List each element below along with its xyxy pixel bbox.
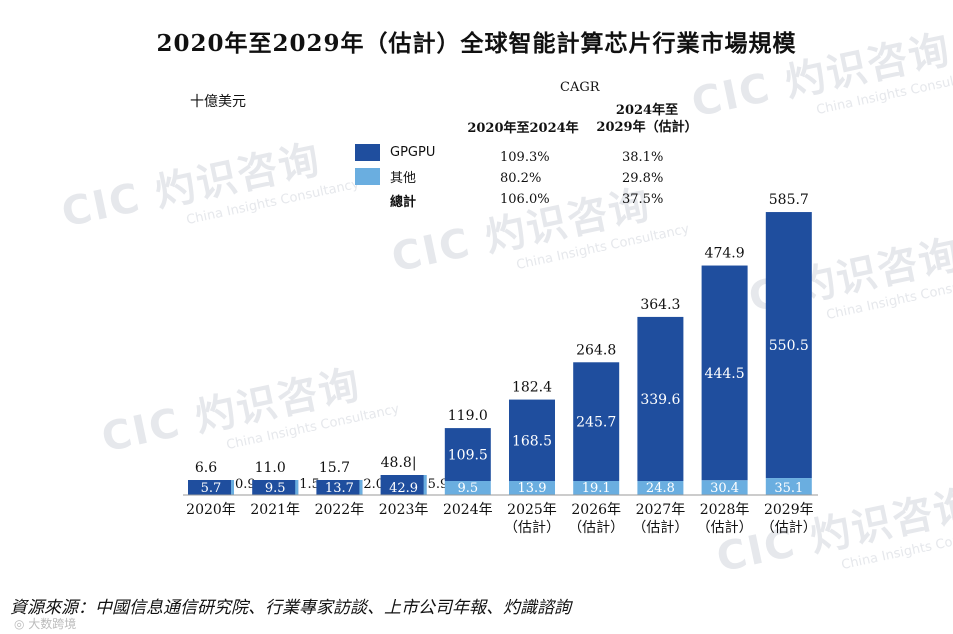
cagr-header-2024-2029: 2024年至 2029年（估計） xyxy=(596,103,698,135)
x-tick-label: 2024年 xyxy=(443,502,493,518)
bar-gpgpu xyxy=(188,480,234,495)
legend-label-total: 總計 xyxy=(390,194,417,210)
x-tick-label: （估計） xyxy=(761,520,817,536)
chart-title: 2020年至2029年（估計）全球智能計算芯片行業市場規模 xyxy=(156,30,797,57)
bar-gpgpu xyxy=(701,265,748,481)
x-tick-label: 2022年 xyxy=(315,502,365,518)
legend-item-other: 其他 xyxy=(355,164,435,188)
x-tick-label: 2021年 xyxy=(250,502,300,518)
data-label-total: 264.8 xyxy=(576,342,616,358)
cagr-header-2020-2024: 2020年至2024年 xyxy=(467,121,579,136)
legend-swatch-gpgpu xyxy=(355,143,380,161)
data-label-gpgpu: 42.9 xyxy=(389,481,418,496)
data-label-gpgpu: 168.5 xyxy=(512,433,552,449)
data-label-gpgpu: 339.6 xyxy=(640,392,680,408)
cagr-title: CAGR xyxy=(560,80,600,95)
x-tick-label: 2028年 xyxy=(700,502,750,518)
x-tick-label: （估計） xyxy=(632,520,688,536)
cagr-value: 29.8% xyxy=(622,171,664,186)
legend-label-gpgpu: GPGPU xyxy=(390,144,436,160)
x-tick-label: 2029年 xyxy=(764,502,814,518)
bar-other xyxy=(444,481,491,495)
bar-other xyxy=(637,481,684,495)
bar-gpgpu xyxy=(316,480,363,495)
legend-item-gpgpu: GPGPU xyxy=(355,140,435,164)
bar-gpgpu xyxy=(765,212,812,479)
x-tick-label: 2023年 xyxy=(379,502,429,518)
data-label-total: 364.3 xyxy=(640,297,680,313)
data-label-total: 6.6 xyxy=(195,460,217,476)
bar-other xyxy=(701,480,748,495)
x-tick-label: 2020年 xyxy=(186,502,236,518)
cagr-value: 80.2% xyxy=(500,171,542,186)
data-label-total: 585.7 xyxy=(769,192,809,208)
bar-other xyxy=(295,480,299,495)
data-label-gpgpu: 5.7 xyxy=(201,481,222,496)
cagr-value: 109.3% xyxy=(500,150,550,165)
data-label-total: 48.8| xyxy=(381,455,417,471)
cagr-value: 38.1% xyxy=(622,150,664,165)
source-note: 資源來源：中國信息通信研究院、行業專家訪談、上市公司年報、灼識諮詢 xyxy=(10,598,571,618)
cagr-column-2024-2029: 38.1% 29.8% 37.5% xyxy=(622,150,663,213)
cagr-value: 37.5% xyxy=(622,192,664,207)
data-label-other: 1.5 xyxy=(299,477,320,492)
data-label-other: 24.8 xyxy=(646,481,675,496)
data-label-gpgpu: 109.5 xyxy=(448,448,488,464)
x-tick-label: 2027年 xyxy=(636,502,686,518)
cagr-column-2020-2024: 109.3% 80.2% 106.0% xyxy=(500,150,550,213)
data-label-gpgpu: 444.5 xyxy=(705,366,745,382)
data-label-gpgpu: 9.5 xyxy=(265,481,286,496)
data-label-other: 9.5 xyxy=(457,481,478,496)
bar-other xyxy=(231,480,234,495)
x-tick-label: 2025年 xyxy=(507,502,557,518)
data-label-gpgpu: 550.5 xyxy=(769,338,809,354)
bar-gpgpu xyxy=(509,399,555,481)
data-label-other: 5.9 xyxy=(428,477,449,492)
data-label-other: 30.4 xyxy=(710,481,739,496)
y-axis-unit: 十億美元 xyxy=(190,94,246,110)
bar-gpgpu xyxy=(444,428,491,481)
x-tick-label: 2026年 xyxy=(571,502,621,518)
data-label-other: 0.9 xyxy=(235,477,256,492)
bar-other xyxy=(765,478,812,495)
legend-item-total: 總計 xyxy=(355,188,435,212)
bar-other xyxy=(423,475,427,495)
bar-other xyxy=(359,480,363,495)
data-label-gpgpu: 245.7 xyxy=(576,415,616,431)
bar-other xyxy=(573,481,620,495)
data-label-total: 15.7 xyxy=(319,460,350,476)
bar-gpgpu xyxy=(637,316,684,481)
x-tick-label: （估計） xyxy=(568,520,624,536)
data-label-total: 182.4 xyxy=(512,380,552,396)
bar-gpgpu xyxy=(380,475,427,495)
data-label-other: 2.0 xyxy=(363,477,384,492)
x-tick-label: （估計） xyxy=(504,520,560,536)
bar-gpgpu xyxy=(252,480,299,495)
data-label-gpgpu: 13.7 xyxy=(325,481,354,496)
data-label-other: 13.9 xyxy=(518,481,547,496)
data-label-other: 35.1 xyxy=(774,481,803,496)
data-label-other: 19.1 xyxy=(582,481,611,496)
bar-gpgpu xyxy=(573,362,620,481)
legend-label-other: 其他 xyxy=(390,170,417,186)
cagr-value: 106.0% xyxy=(500,192,550,207)
x-tick-label: （估計） xyxy=(697,520,753,536)
legend-swatch-other xyxy=(355,167,380,185)
bar-other xyxy=(509,481,555,495)
data-label-total: 474.9 xyxy=(705,246,745,262)
corner-watermark: ◎ 大数跨境 xyxy=(14,617,77,631)
data-label-total: 11.0 xyxy=(255,460,286,476)
data-label-total: 119.0 xyxy=(448,408,488,424)
legend: GPGPU 其他 總計 xyxy=(355,140,435,212)
